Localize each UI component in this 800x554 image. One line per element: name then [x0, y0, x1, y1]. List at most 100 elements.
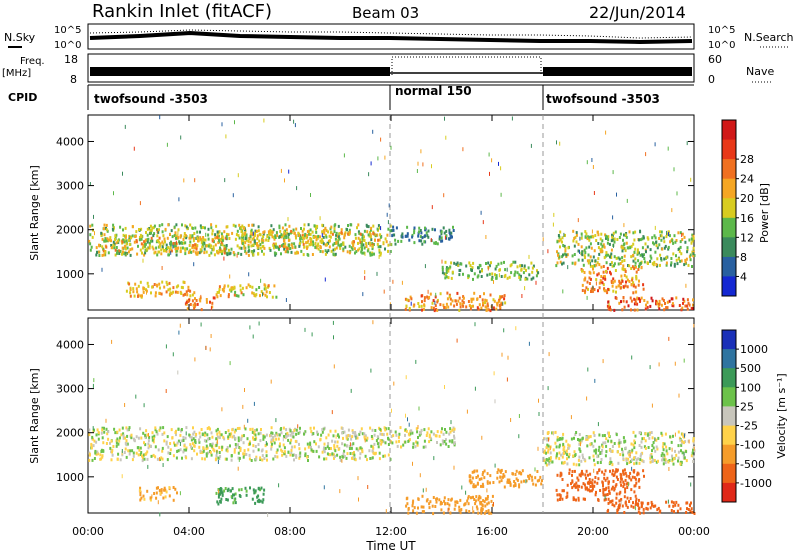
- heatmap-cell: [621, 504, 624, 508]
- heatmap-cell: [200, 428, 203, 431]
- heatmap-cell: [413, 506, 416, 510]
- heatmap-cell: [165, 442, 168, 446]
- heatmap-cell: [329, 235, 332, 239]
- heatmap-cell: [692, 437, 695, 441]
- heatmap-cell: [678, 393, 680, 398]
- heatmap-cell: [633, 469, 636, 473]
- heatmap-cell: [140, 227, 143, 231]
- heatmap-cell: [209, 347, 211, 352]
- heatmap-cell: [433, 456, 435, 461]
- heatmap-cell: [674, 361, 676, 366]
- heatmap-cell: [481, 482, 484, 486]
- heatmap-cell: [662, 456, 665, 460]
- heatmap-cell: [574, 235, 577, 239]
- heatmap-cell: [554, 430, 557, 434]
- heatmap-cell: [692, 250, 695, 254]
- heatmap-cell: [465, 264, 468, 268]
- heatmap-cell: [578, 455, 581, 459]
- heatmap-cell: [620, 483, 623, 487]
- heatmap-cell: [241, 434, 244, 438]
- heatmap-cell: [258, 498, 260, 502]
- heatmap-cell: [355, 435, 357, 440]
- heatmap-cell: [321, 223, 324, 227]
- heatmap-cell: [215, 491, 218, 495]
- heatmap-cell: [289, 231, 292, 235]
- heatmap-cell: [528, 273, 531, 277]
- heatmap-cell: [593, 468, 595, 473]
- heatmap-cell: [392, 279, 394, 284]
- heatmap-cell: [580, 471, 583, 475]
- heatmap-cell: [623, 233, 625, 237]
- heatmap-cell: [593, 458, 595, 462]
- heatmap-cell: [248, 457, 251, 461]
- heatmap-cell: [624, 233, 627, 237]
- heatmap-cell: [483, 511, 486, 515]
- heatmap-cell: [309, 232, 312, 236]
- heatmap-cell: [601, 445, 604, 449]
- heatmap-cell: [643, 257, 646, 260]
- heatmap-cell: [581, 469, 583, 473]
- heatmap-cell: [451, 440, 454, 444]
- heatmap-cell: [459, 302, 462, 306]
- heatmap-cell: [205, 439, 208, 443]
- heatmap-cell: [179, 323, 181, 328]
- heatmap-cell: [384, 454, 387, 458]
- heatmap-cell: [684, 433, 685, 438]
- heatmap-cell: [559, 245, 561, 249]
- heatmap-cell: [474, 322, 476, 327]
- heatmap-cell: [427, 235, 430, 239]
- heatmap-cell: [280, 233, 283, 237]
- heatmap-cell: [539, 475, 542, 479]
- heatmap-cell: [432, 299, 435, 302]
- heatmap-cell: [598, 252, 601, 256]
- heatmap-cell: [673, 167, 675, 172]
- heatmap-cell: [226, 232, 228, 236]
- heatmap-cell: [534, 476, 537, 480]
- heatmap-cell: [368, 449, 371, 453]
- heatmap-cell: [484, 301, 486, 305]
- heatmap-cell: [500, 468, 503, 472]
- heatmap-cell: [223, 244, 226, 248]
- heatmap-cell: [442, 441, 445, 445]
- heatmap-cell: [689, 509, 692, 513]
- heatmap-cell: [446, 297, 449, 301]
- heatmap-cell: [456, 338, 458, 343]
- heatmap-cell: [449, 430, 452, 434]
- heatmap-cell: [233, 286, 236, 290]
- heatmap-cell: [577, 458, 580, 462]
- heatmap-cell: [267, 284, 270, 288]
- heatmap-cell: [618, 301, 621, 305]
- heatmap-cell: [219, 492, 222, 496]
- heatmap-cell: [391, 408, 392, 413]
- heatmap-cell: [613, 262, 616, 266]
- heatmap-cell: [211, 442, 214, 446]
- heatmap-cell: [189, 443, 192, 447]
- heatmap-cell: [247, 442, 250, 446]
- heatmap-cell: [91, 223, 94, 227]
- heatmap-cell: [605, 261, 608, 265]
- heatmap-cell: [167, 445, 170, 449]
- heatmap-cell: [514, 270, 517, 274]
- heatmap-cell: [465, 305, 468, 309]
- heatmap-cell: [335, 233, 338, 237]
- heatmap-cell: [227, 248, 230, 252]
- heatmap-cell: [336, 234, 339, 238]
- heatmap-cell: [184, 224, 187, 228]
- heatmap-cell: [334, 429, 337, 433]
- heatmap-cell: [610, 239, 613, 243]
- heatmap-cell: [640, 296, 643, 300]
- heatmap-cell: [518, 434, 520, 439]
- heatmap-cell: [285, 298, 287, 302]
- noise-right-tick-bottom: 10^0: [708, 40, 735, 51]
- heatmap-cell: [662, 448, 665, 452]
- heatmap-cell: [192, 303, 195, 307]
- heatmap-cell: [649, 248, 652, 252]
- heatmap-cell: [449, 265, 452, 269]
- heatmap-cell: [565, 495, 568, 499]
- heatmap-cell: [273, 237, 276, 241]
- heatmap-cell: [105, 239, 107, 243]
- heatmap-cell: [205, 250, 208, 254]
- heatmap-cell: [426, 234, 429, 238]
- heatmap-cell: [217, 495, 220, 499]
- heatmap-cell: [317, 247, 320, 251]
